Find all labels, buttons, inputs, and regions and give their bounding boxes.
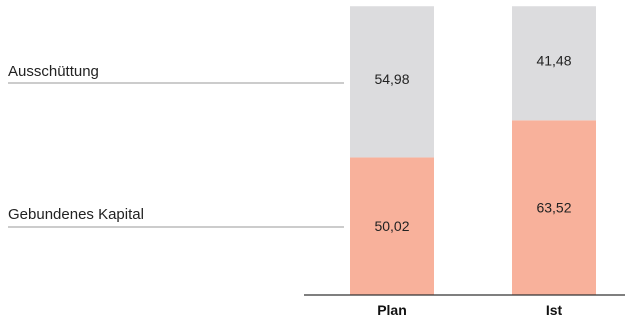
value-label-plan-gebundenes-kapital: 50,02 — [374, 218, 409, 234]
bar-segment-plan-ausschuettung — [350, 6, 434, 158]
bar-segment-plan-gebundenes-kapital — [350, 157, 434, 295]
value-labels-layer: 50,02 54,98 63,52 41,48 — [374, 52, 571, 234]
bars-layer — [350, 6, 596, 295]
value-label-ist-ausschuettung: 41,48 — [536, 52, 571, 68]
category-label-ist: Ist — [546, 302, 563, 318]
bar-segment-ist-ausschuettung — [512, 6, 596, 121]
bar-segment-ist-gebundenes-kapital — [512, 120, 596, 295]
value-label-ist-gebundenes-kapital: 63,52 — [536, 200, 571, 216]
legend: Ausschüttung Gebundenes Kapital — [8, 63, 344, 228]
legend-label-ausschuettung: Ausschüttung — [8, 63, 99, 80]
value-label-plan-ausschuettung: 54,98 — [374, 71, 409, 87]
legend-label-gebundenes-kapital: Gebundenes Kapital — [8, 206, 144, 223]
category-label-plan: Plan — [377, 302, 407, 318]
